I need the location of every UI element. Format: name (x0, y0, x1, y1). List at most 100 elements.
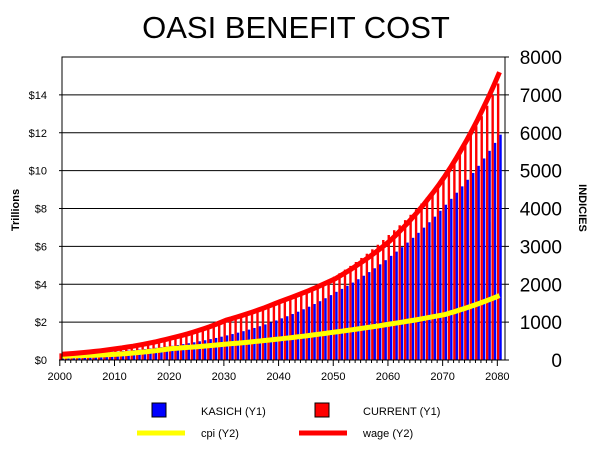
bar-current (338, 273, 341, 360)
bar-current (289, 297, 292, 360)
bar-kasich (187, 343, 190, 360)
y-tick-label: $2 (35, 317, 47, 329)
y2-tick-label: 3000 (520, 237, 562, 258)
bar-kasich (231, 334, 234, 360)
y-axis-ticks: $0 $2 $4 $6 $8 $10 $12 $14 (29, 90, 62, 367)
bar-kasich (482, 158, 486, 360)
bar-current (228, 320, 232, 360)
bar-kasich (395, 251, 398, 360)
legend-label-cpi: cpi (Y2) (201, 428, 239, 440)
bar-current (250, 312, 254, 360)
bar-kasich (209, 339, 212, 360)
bar-current (393, 230, 396, 360)
bar-current (475, 126, 478, 360)
y-tick-label: $10 (29, 166, 47, 178)
bar-current (496, 83, 500, 360)
bar-current (431, 191, 434, 360)
bar-current (278, 301, 281, 360)
bar-current (327, 279, 330, 360)
legend-label-current: CURRENT (Y1) (363, 406, 440, 418)
bar-kasich (329, 295, 333, 360)
x-tick-label: 2040 (266, 371, 290, 383)
lines (61, 71, 502, 359)
bar-kasich (466, 179, 469, 360)
bar-kasich (247, 329, 251, 360)
bar-kasich (450, 198, 453, 360)
bar-kasich (242, 331, 245, 360)
bar-kasich (499, 134, 502, 360)
x-tick-label: 2050 (321, 371, 345, 383)
bar-current (305, 290, 308, 360)
y2-tick-label: 4000 (520, 200, 562, 221)
grid (62, 94, 505, 361)
bar-current (261, 308, 265, 360)
bar-kasich (193, 342, 196, 360)
bar-kasich (335, 291, 338, 360)
line-cpi (61, 293, 501, 359)
bar-current (485, 105, 489, 361)
bar-kasich (477, 165, 480, 360)
bar-kasich (176, 344, 180, 360)
bar-current (294, 294, 297, 360)
y2-tick-label: 0 (551, 351, 562, 372)
bar-current (256, 310, 259, 360)
x-axis-ticks: 2000 2010 2020 2030 2040 2050 2060 2070 2080 (48, 360, 510, 383)
bar-kasich (406, 242, 409, 360)
y2-tick-label: 5000 (520, 162, 562, 183)
bar-kasich (198, 341, 201, 360)
chart-title: OASI BENEFIT COST (142, 10, 450, 45)
bar-current (458, 153, 462, 360)
bar-current (414, 209, 418, 360)
bar-current (382, 239, 385, 360)
bar-kasich (351, 282, 355, 360)
bar-current (376, 244, 380, 360)
bar-kasich (318, 301, 322, 360)
x-tick-label: 2060 (376, 371, 400, 383)
legend-swatch-kasich (151, 402, 167, 418)
bar-current (403, 220, 407, 360)
bar-current (316, 284, 319, 360)
bar-current (469, 135, 472, 360)
bar-current (387, 235, 390, 360)
bar-current (300, 292, 303, 360)
bar-current (332, 276, 336, 360)
bar-kasich (154, 347, 158, 360)
x-tick-label: 2010 (102, 371, 126, 383)
bar-kasich (433, 216, 437, 360)
bar-current (371, 249, 374, 360)
bar-kasich (379, 264, 382, 360)
bar-kasich (160, 347, 163, 360)
y2-tick-label: 8000 (520, 48, 562, 69)
y2-tick-label: 6000 (520, 124, 562, 145)
x-tick-label: 2020 (157, 371, 181, 383)
y-tick-label: $6 (35, 241, 47, 253)
bar-kasich (488, 150, 491, 360)
y2-axis-ticks: 0 1000 2000 3000 4000 5000 6000 7000 8000 (505, 48, 562, 372)
y-tick-label: $0 (35, 355, 47, 367)
bar-kasich (455, 192, 458, 360)
bar-kasich (439, 210, 442, 360)
bar-current (425, 197, 429, 360)
bar-current (343, 269, 347, 360)
bar-current (239, 316, 243, 360)
bar-kasich (368, 272, 371, 360)
y-tick-label: $4 (35, 279, 47, 291)
bar-kasich (400, 247, 404, 360)
bar-current (218, 324, 221, 360)
line-wage (61, 71, 502, 357)
bar-kasich (357, 279, 360, 360)
bar-kasich (373, 268, 376, 360)
bar-kasich (182, 344, 185, 360)
bar-current (360, 257, 363, 360)
bar-kasich (346, 285, 349, 360)
bar-current (349, 265, 352, 360)
bar-current (409, 214, 412, 360)
bar-current (453, 162, 456, 360)
bar-kasich (313, 304, 316, 360)
x-tick-label: 2070 (430, 371, 454, 383)
bar-current (223, 322, 226, 360)
bar-kasich (171, 345, 174, 360)
bar-kasich (461, 186, 464, 360)
bar-kasich (149, 348, 152, 360)
bar-kasich (493, 142, 497, 360)
